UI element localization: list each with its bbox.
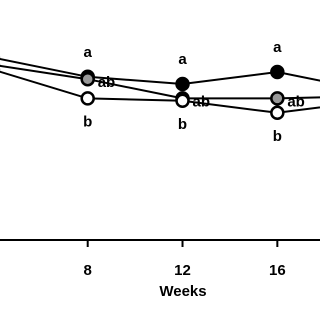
x-tick-label: 8 (84, 262, 92, 279)
significance-label: ab (193, 93, 211, 110)
marker (80, 91, 95, 106)
marker (80, 71, 95, 87)
marker (270, 64, 285, 80)
significance-label: b (273, 128, 282, 145)
significance-label: a (273, 39, 282, 56)
significance-label: ab (287, 93, 305, 110)
significance-label: a (178, 51, 187, 68)
significance-label: ab (98, 74, 116, 91)
significance-label: a (84, 44, 93, 61)
x-tick-label: 16 (269, 262, 286, 279)
marker (175, 93, 190, 109)
significance-label: b (83, 113, 92, 130)
x-tick-label: 12 (174, 262, 191, 279)
marker (270, 105, 285, 121)
marker (175, 76, 190, 92)
x-axis-label: Weeks (159, 283, 206, 300)
significance-label: b (178, 116, 187, 133)
marker (270, 91, 285, 106)
